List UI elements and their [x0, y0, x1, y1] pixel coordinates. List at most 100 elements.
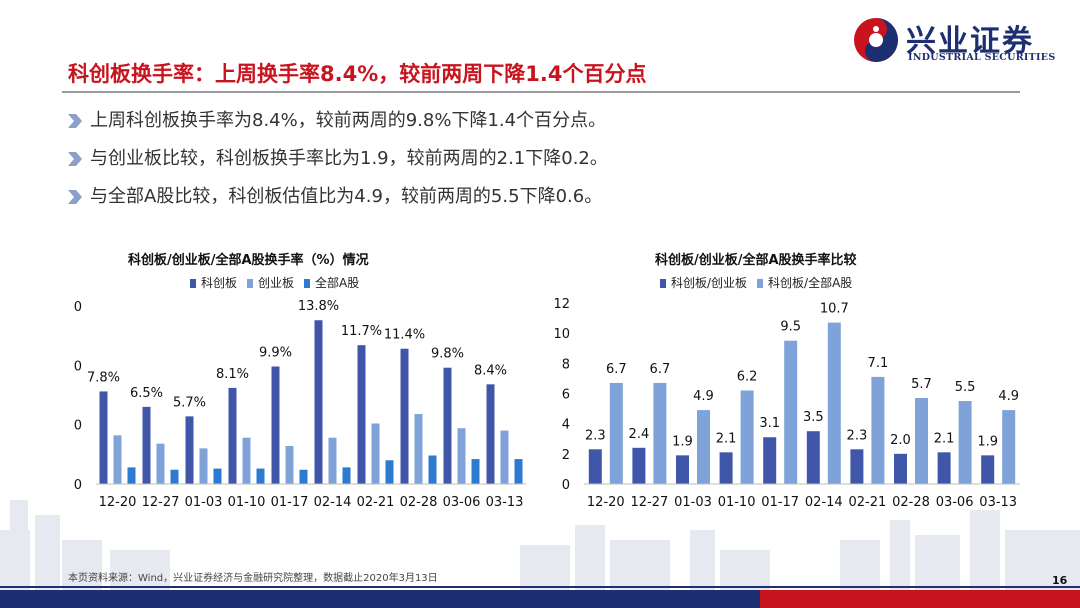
chart2-data-label: 4.9	[693, 389, 714, 404]
chart1-bar-1	[314, 320, 323, 484]
chart1-bar-2	[113, 435, 122, 484]
chart2-xtick-label: 02-21	[849, 495, 887, 510]
chart1-bar-1	[185, 416, 194, 484]
chart1-data-label: 11.7%	[341, 324, 382, 339]
chart1-xtick-label: 02-14	[314, 495, 352, 510]
source-note: 本页资料来源：Wind，兴业证券经济与金融研究院整理，数据截止2020年3月13…	[68, 573, 438, 584]
chart1-xtick-label: 02-28	[400, 495, 438, 510]
chart1-ytick-label: 0	[74, 300, 82, 315]
chart2-bar-2	[609, 382, 623, 484]
chart2-data-label: 10.7	[820, 302, 849, 317]
chart2-xtick-label: 12-20	[587, 495, 625, 510]
chart2-data-label: 2.1	[934, 431, 955, 446]
chart2-bar-2	[1002, 410, 1016, 484]
chart2-xtick-label: 03-06	[936, 495, 974, 510]
chart2-data-label: 9.5	[780, 320, 801, 335]
chart1-data-label: 11.4%	[384, 328, 425, 343]
chart1-bar-2	[371, 423, 380, 484]
chart1-legend-label: 全部A股	[315, 276, 360, 290]
chart2-data-label: 7.1	[868, 356, 889, 371]
chart2-data-label: 1.9	[672, 434, 693, 449]
chart2-bar-2	[915, 398, 928, 484]
chart2-data-label: 2.1	[716, 431, 737, 446]
chart1-bar-1	[443, 367, 452, 484]
chart2-bar-1	[676, 455, 689, 484]
chart2-bar-2	[871, 376, 885, 484]
chart1-bar-3	[471, 459, 480, 484]
chart1-legend-swatch	[304, 279, 311, 288]
chart2-data-label: 3.5	[803, 410, 824, 425]
title-divider	[62, 91, 1020, 93]
chart2-ytick-label: 0	[562, 478, 570, 493]
chart2-data-label: 4.9	[998, 389, 1019, 404]
chart1-data-label: 9.9%	[259, 346, 292, 361]
chart2-data-label: 2.3	[585, 428, 606, 443]
chart1-data-label: 8.1%	[216, 367, 249, 382]
chart2-bar-1	[588, 449, 602, 484]
chart2-legend-swatch	[757, 279, 764, 288]
chart1-xtick-label: 01-03	[185, 495, 223, 510]
chart2-bar-2	[653, 382, 667, 484]
chart2-data-label: 2.0	[890, 433, 911, 448]
chart1-bar-3	[127, 467, 136, 484]
chart1-data-label: 5.7%	[173, 395, 206, 410]
chart1-bar-3	[256, 468, 265, 484]
chart2-data-label: 5.7	[911, 377, 932, 392]
chart1-xtick-label: 03-06	[443, 495, 481, 510]
bullet-arrow-icon	[68, 114, 82, 128]
chart2-bar-1	[981, 455, 995, 484]
chart1-xtick-label: 01-17	[271, 495, 309, 510]
chart1-legend-swatch	[247, 279, 254, 288]
chart1-bar-2	[242, 437, 251, 484]
chart2-bar-1	[763, 437, 777, 484]
chart1-bar-2	[285, 446, 294, 484]
footer-bar-red	[760, 590, 1080, 608]
chart1-bar-1	[99, 391, 108, 484]
chart1-legend: 科创板 创业板 全部A股	[180, 274, 359, 291]
chart1-bar-1	[400, 348, 409, 484]
chart1-bar-2	[414, 413, 423, 484]
brand-name-en: INDUSTRIAL SECURITIES	[908, 52, 1056, 63]
chart2-plot: 0 2 4 6 8 10 12 2.3 6.7 12-20 2.4 6.7 12-27 1.9 4.9 01-…	[553, 297, 1020, 510]
chart2-bar-1	[894, 453, 907, 484]
chart1-xtick-label: 02-21	[357, 495, 395, 510]
chart1-bar-2	[328, 437, 337, 484]
brand-logo: 兴业证券 INDUSTRIAL SECURITIES	[852, 14, 1067, 66]
brand-name-cn: 兴业证券	[906, 24, 1034, 59]
chart2-data-label: 6.7	[650, 362, 671, 377]
chart2-xtick-label: 01-03	[674, 495, 712, 510]
chart1-bar-2	[199, 448, 208, 484]
bullet-arrow-icon	[68, 152, 82, 166]
chart2-xtick-label: 03-13	[979, 495, 1017, 510]
chart2-data-label: 2.3	[847, 428, 868, 443]
chart1-data-label: 7.8%	[87, 370, 120, 385]
bullet-text: 与全部A股比较，科创板估值比为4.9，较前两周的5.5下降0.6。	[90, 186, 603, 207]
chart2-ytick-label: 6	[562, 388, 570, 403]
bullet-item: 与全部A股比较，科创板估值比为4.9，较前两周的5.5下降0.6。	[68, 182, 1028, 220]
chart2-bar-2	[740, 390, 754, 484]
page-title: 科创板换手率：上周换手率8.4%，较前两周下降1.4个百分点	[68, 62, 647, 86]
chart1-legend-label: 创业板	[258, 276, 295, 290]
chart1-xtick-label: 01-10	[228, 495, 266, 510]
bullet-item: 与创业板比较，科创板换手率比为1.9，较前两周的2.1下降0.2。	[68, 144, 1028, 182]
chart1-bar-3	[299, 469, 308, 484]
chart1-bar-3	[342, 467, 351, 484]
chart2-bar-2	[697, 410, 710, 484]
chart2-ytick-label: 4	[562, 418, 570, 433]
chart2-data-label: 6.7	[606, 362, 627, 377]
chart2-xtick-label: 02-28	[892, 495, 930, 510]
chart1-ytick-label: 0	[74, 419, 82, 434]
chart2-data-label: 5.5	[955, 380, 976, 395]
chart2-bar-1	[632, 447, 646, 484]
chart2-legend-label: 科创板/创业板	[671, 276, 748, 290]
chart2-bar-2	[784, 340, 798, 484]
chart2-bar-2	[827, 322, 841, 484]
chart2-bar-1	[719, 452, 733, 484]
brand-emblem-icon	[854, 18, 898, 62]
chart1-bar-1	[271, 366, 280, 484]
chart1-data-label: 13.8%	[298, 299, 339, 314]
chart2-ytick-label: 2	[562, 448, 570, 463]
chart1-ytick-label: 0	[74, 359, 82, 374]
bullet-item: 上周科创板换手率为8.4%，较前两周的9.8%下降1.4个百分点。	[68, 106, 1028, 144]
chart2-xtick-label: 01-10	[718, 495, 756, 510]
